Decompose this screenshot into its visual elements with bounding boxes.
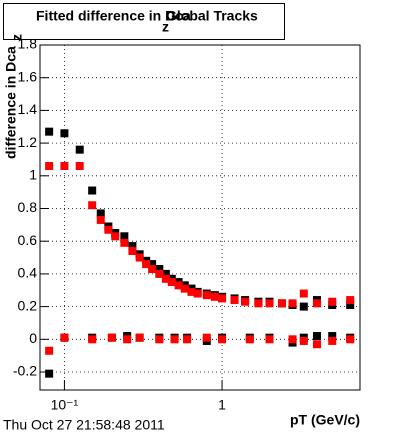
marker <box>60 161 69 170</box>
marker <box>241 297 250 306</box>
marker <box>230 296 239 305</box>
marker <box>75 161 84 170</box>
chart-title-sub: z <box>162 19 169 35</box>
marker <box>299 289 308 298</box>
marker <box>123 335 132 344</box>
marker <box>328 336 337 345</box>
marker <box>288 335 297 344</box>
marker <box>60 129 69 138</box>
y-label-group: difference in Dca z <box>3 34 25 159</box>
marker <box>75 145 84 154</box>
y-tick-label: 1.4 <box>18 101 38 117</box>
marker <box>170 335 179 344</box>
plot-frame <box>39 44 361 391</box>
marker <box>161 269 170 278</box>
marker <box>202 291 211 300</box>
marker <box>161 274 170 283</box>
chart-title: Fitted difference in Dca <box>36 8 191 24</box>
y-tick-label: 1.2 <box>18 134 38 150</box>
marker <box>135 333 144 342</box>
title-box <box>3 3 285 40</box>
marker <box>328 332 337 341</box>
marker <box>299 302 308 311</box>
y-tick-label: 1 <box>29 167 37 183</box>
y-tick-label: 0.8 <box>18 199 38 215</box>
marker <box>88 201 97 210</box>
marker <box>312 340 321 349</box>
y-tick-label: 0.6 <box>18 232 38 248</box>
marker <box>88 335 97 344</box>
marker <box>155 335 164 344</box>
marker <box>45 346 54 355</box>
marker <box>174 281 183 290</box>
marker <box>45 369 54 378</box>
marker <box>312 332 321 341</box>
marker <box>155 265 164 274</box>
y-axis-label: difference in Dca <box>3 46 19 159</box>
y-tick-label: 1.8 <box>18 36 38 52</box>
marker <box>167 278 176 287</box>
marker <box>45 161 54 170</box>
marker <box>218 294 227 303</box>
y-tick-label: 1.6 <box>18 68 38 84</box>
marker <box>104 225 113 234</box>
y-tick-label: 0.2 <box>18 297 38 313</box>
y-tick-label: -0.2 <box>13 363 37 379</box>
marker <box>107 333 116 342</box>
x-tick-label: 1 <box>218 397 226 413</box>
marker <box>120 232 129 241</box>
marker <box>328 297 337 306</box>
marker <box>183 335 192 344</box>
marker <box>288 299 297 308</box>
marker <box>265 299 274 308</box>
marker <box>254 299 263 308</box>
marker <box>265 335 274 344</box>
marker <box>142 260 151 269</box>
marker <box>135 253 144 262</box>
timestamp: Thu Oct 27 21:58:48 2011 <box>3 417 165 433</box>
marker <box>193 289 202 298</box>
marker <box>111 232 120 241</box>
x-axis-label: pT (GeV/c) <box>290 412 360 428</box>
marker <box>128 247 137 256</box>
marker <box>299 336 308 345</box>
marker <box>346 296 355 305</box>
marker <box>312 299 321 308</box>
marker <box>155 269 164 278</box>
marker <box>202 333 211 342</box>
y-tick-label: 0 <box>29 330 37 346</box>
marker <box>60 333 69 342</box>
marker <box>245 335 254 344</box>
marker <box>96 215 105 224</box>
y-axis-label-sub: z <box>9 34 25 41</box>
marker <box>277 299 286 308</box>
marker <box>187 287 196 296</box>
marker <box>128 242 137 251</box>
marker <box>210 292 219 301</box>
marker <box>45 127 54 136</box>
marker <box>120 238 129 247</box>
x-tick-label: 10⁻¹ <box>51 397 79 413</box>
y-tick-label: 0.4 <box>18 265 38 281</box>
marker <box>88 186 97 195</box>
marker <box>96 209 105 218</box>
marker <box>148 265 157 274</box>
marker <box>180 284 189 293</box>
marker <box>346 300 355 309</box>
marker <box>148 260 157 269</box>
marker <box>218 335 227 344</box>
marker <box>346 335 355 344</box>
chart-title-tail: Global Tracks <box>166 8 258 24</box>
